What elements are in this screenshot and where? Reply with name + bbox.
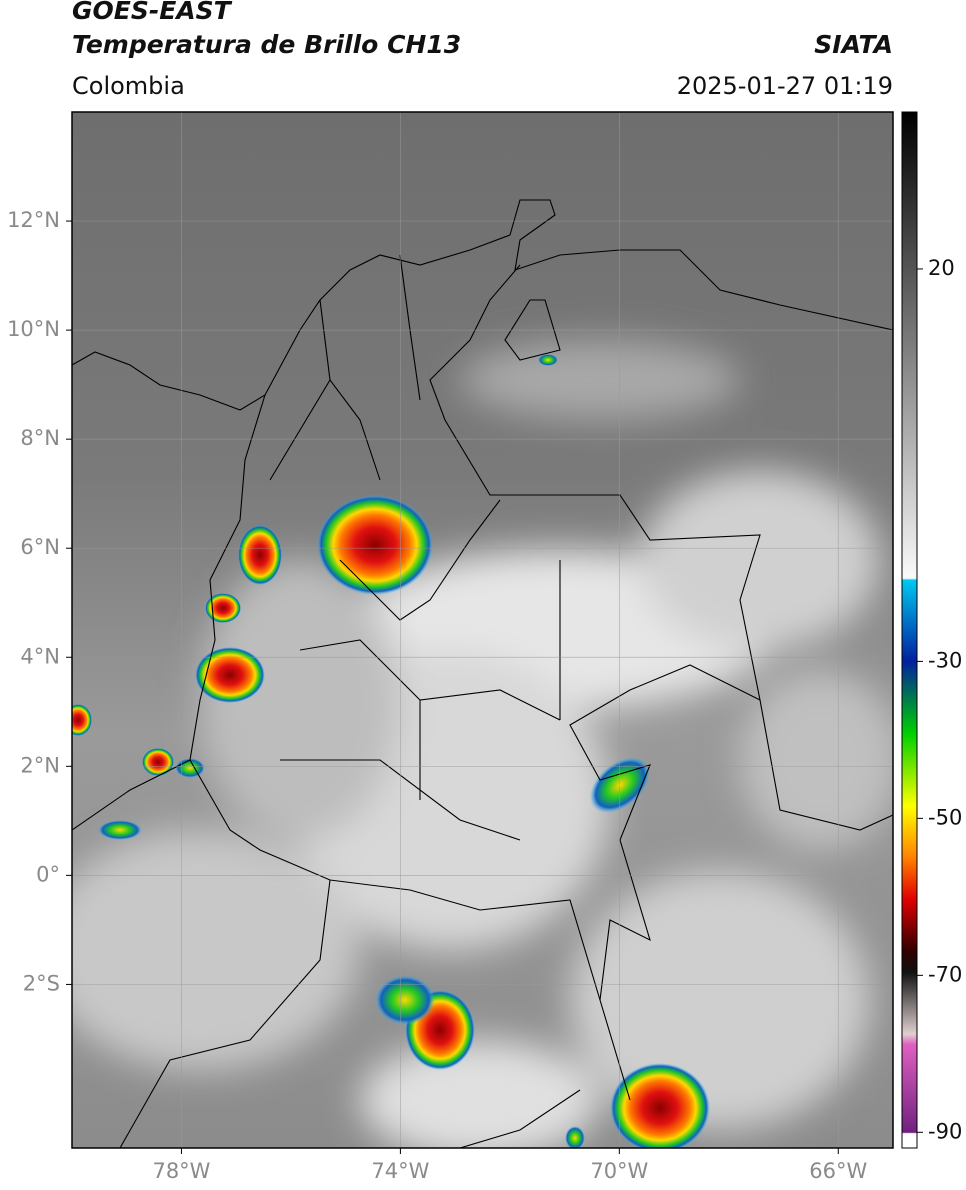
x-tick-label: 74°W	[371, 1159, 429, 1183]
y-tick-label: 2°N	[20, 753, 60, 777]
clouds	[72, 340, 893, 1148]
x-tick-label: 78°W	[152, 1159, 210, 1183]
colorbar-tick-label: 20	[928, 256, 955, 280]
colorbar-tick-label: -50	[928, 805, 962, 829]
satellite-title: GOES-EAST	[72, 0, 233, 25]
grid	[72, 112, 893, 1148]
y-tick-label: 10°N	[7, 317, 60, 341]
colorbar-tick-label: -30	[928, 648, 962, 672]
datetime: 2025-01-27 01:19	[677, 72, 893, 100]
x-tick-label: 66°W	[809, 1159, 867, 1183]
y-tick-label: 0°	[36, 862, 60, 886]
y-tick-label: 6°N	[20, 535, 60, 559]
region: Colombia	[72, 72, 185, 100]
y-tick-label: 4°N	[20, 644, 60, 668]
map-image	[72, 112, 893, 1148]
y-tick-label: 8°N	[20, 426, 60, 450]
colorbar-tick-label: -90	[928, 1119, 962, 1143]
y-tick-label: 12°N	[7, 208, 60, 232]
map-frame	[71, 111, 894, 1149]
colorbar	[901, 111, 918, 1149]
source: SIATA	[814, 30, 893, 59]
y-tick-label: 2°S	[23, 971, 60, 995]
borders	[72, 199, 893, 1148]
colorbar-tick-label: -70	[928, 962, 962, 986]
x-tick-label: 70°W	[590, 1159, 648, 1183]
product-title: Temperatura de Brillo CH13	[72, 30, 461, 59]
convection	[72, 354, 710, 1148]
